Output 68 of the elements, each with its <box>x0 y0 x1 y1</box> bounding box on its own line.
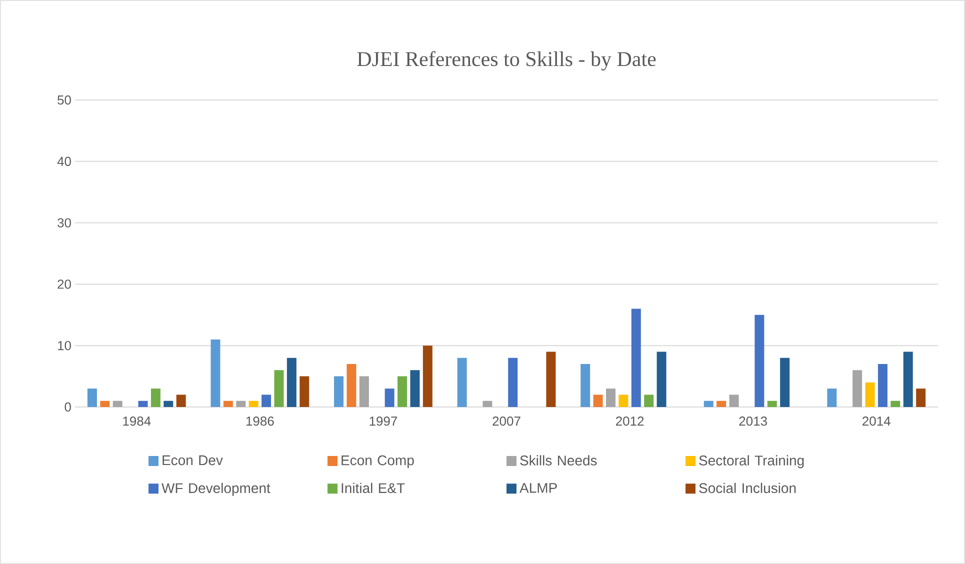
bar <box>150 388 160 407</box>
bar <box>878 364 888 407</box>
bar <box>346 364 356 407</box>
bar <box>286 358 296 407</box>
bar <box>210 339 220 407</box>
bar <box>606 388 616 407</box>
x-tick-label: 2007 <box>492 416 520 426</box>
y-tick-label: 50 <box>58 95 71 105</box>
bar <box>384 388 394 407</box>
bar <box>852 370 862 407</box>
bar <box>223 400 233 407</box>
legend-label: ALMP <box>520 483 557 493</box>
bar <box>100 400 110 407</box>
bar <box>410 370 420 407</box>
bar <box>827 388 837 407</box>
bar <box>87 388 97 407</box>
bar <box>546 352 556 407</box>
x-tick-label: 2013 <box>739 416 767 426</box>
bar <box>236 400 246 407</box>
bar <box>176 394 186 407</box>
y-tick-label: 0 <box>64 402 71 412</box>
y-tick-label: 10 <box>58 340 71 350</box>
bar <box>729 394 739 407</box>
bar <box>359 376 369 407</box>
bar <box>334 376 344 407</box>
bar <box>274 370 284 407</box>
legend-label: Econ Comp <box>342 455 414 468</box>
bar <box>644 394 654 407</box>
bar <box>618 394 628 407</box>
y-tick-label: 20 <box>58 280 71 289</box>
bar <box>422 346 432 407</box>
legend-label: Social Inclusion <box>699 482 796 494</box>
x-tick-label: 1984 <box>123 416 151 426</box>
bar <box>248 400 258 407</box>
legend-label: WF Development <box>162 482 270 496</box>
bar <box>508 358 518 407</box>
x-tick-label: 2014 <box>862 416 890 426</box>
x-tick-label: 2012 <box>616 416 644 426</box>
bar <box>890 400 900 407</box>
legend-label: Initial E&T <box>342 482 405 494</box>
bar <box>716 400 726 407</box>
x-tick-label: 1986 <box>246 416 274 426</box>
bar <box>593 394 603 407</box>
legend-label: Skills Needs <box>520 455 597 466</box>
bar <box>482 400 492 407</box>
bar <box>754 314 764 407</box>
legend-label: Econ Dev <box>162 455 223 466</box>
legend-label: Sectoral Training <box>699 455 804 468</box>
bar <box>767 400 777 407</box>
bar <box>631 308 641 407</box>
bar <box>112 400 122 407</box>
bar <box>704 400 714 407</box>
y-tick-label: 40 <box>57 156 71 166</box>
bar <box>656 352 666 407</box>
x-tick-label: 1997 <box>370 416 398 426</box>
chart-title: DJEI References to Skills - by Date <box>357 51 656 70</box>
bar <box>262 394 272 407</box>
bar <box>164 400 174 407</box>
bar <box>903 352 913 407</box>
bar <box>580 364 590 407</box>
y-tick-label: 30 <box>58 218 71 228</box>
bar <box>300 376 310 407</box>
bar <box>138 400 148 407</box>
bar <box>865 382 875 407</box>
bar <box>916 388 926 407</box>
bar <box>780 358 790 407</box>
bar <box>457 358 467 407</box>
bar <box>398 376 408 407</box>
